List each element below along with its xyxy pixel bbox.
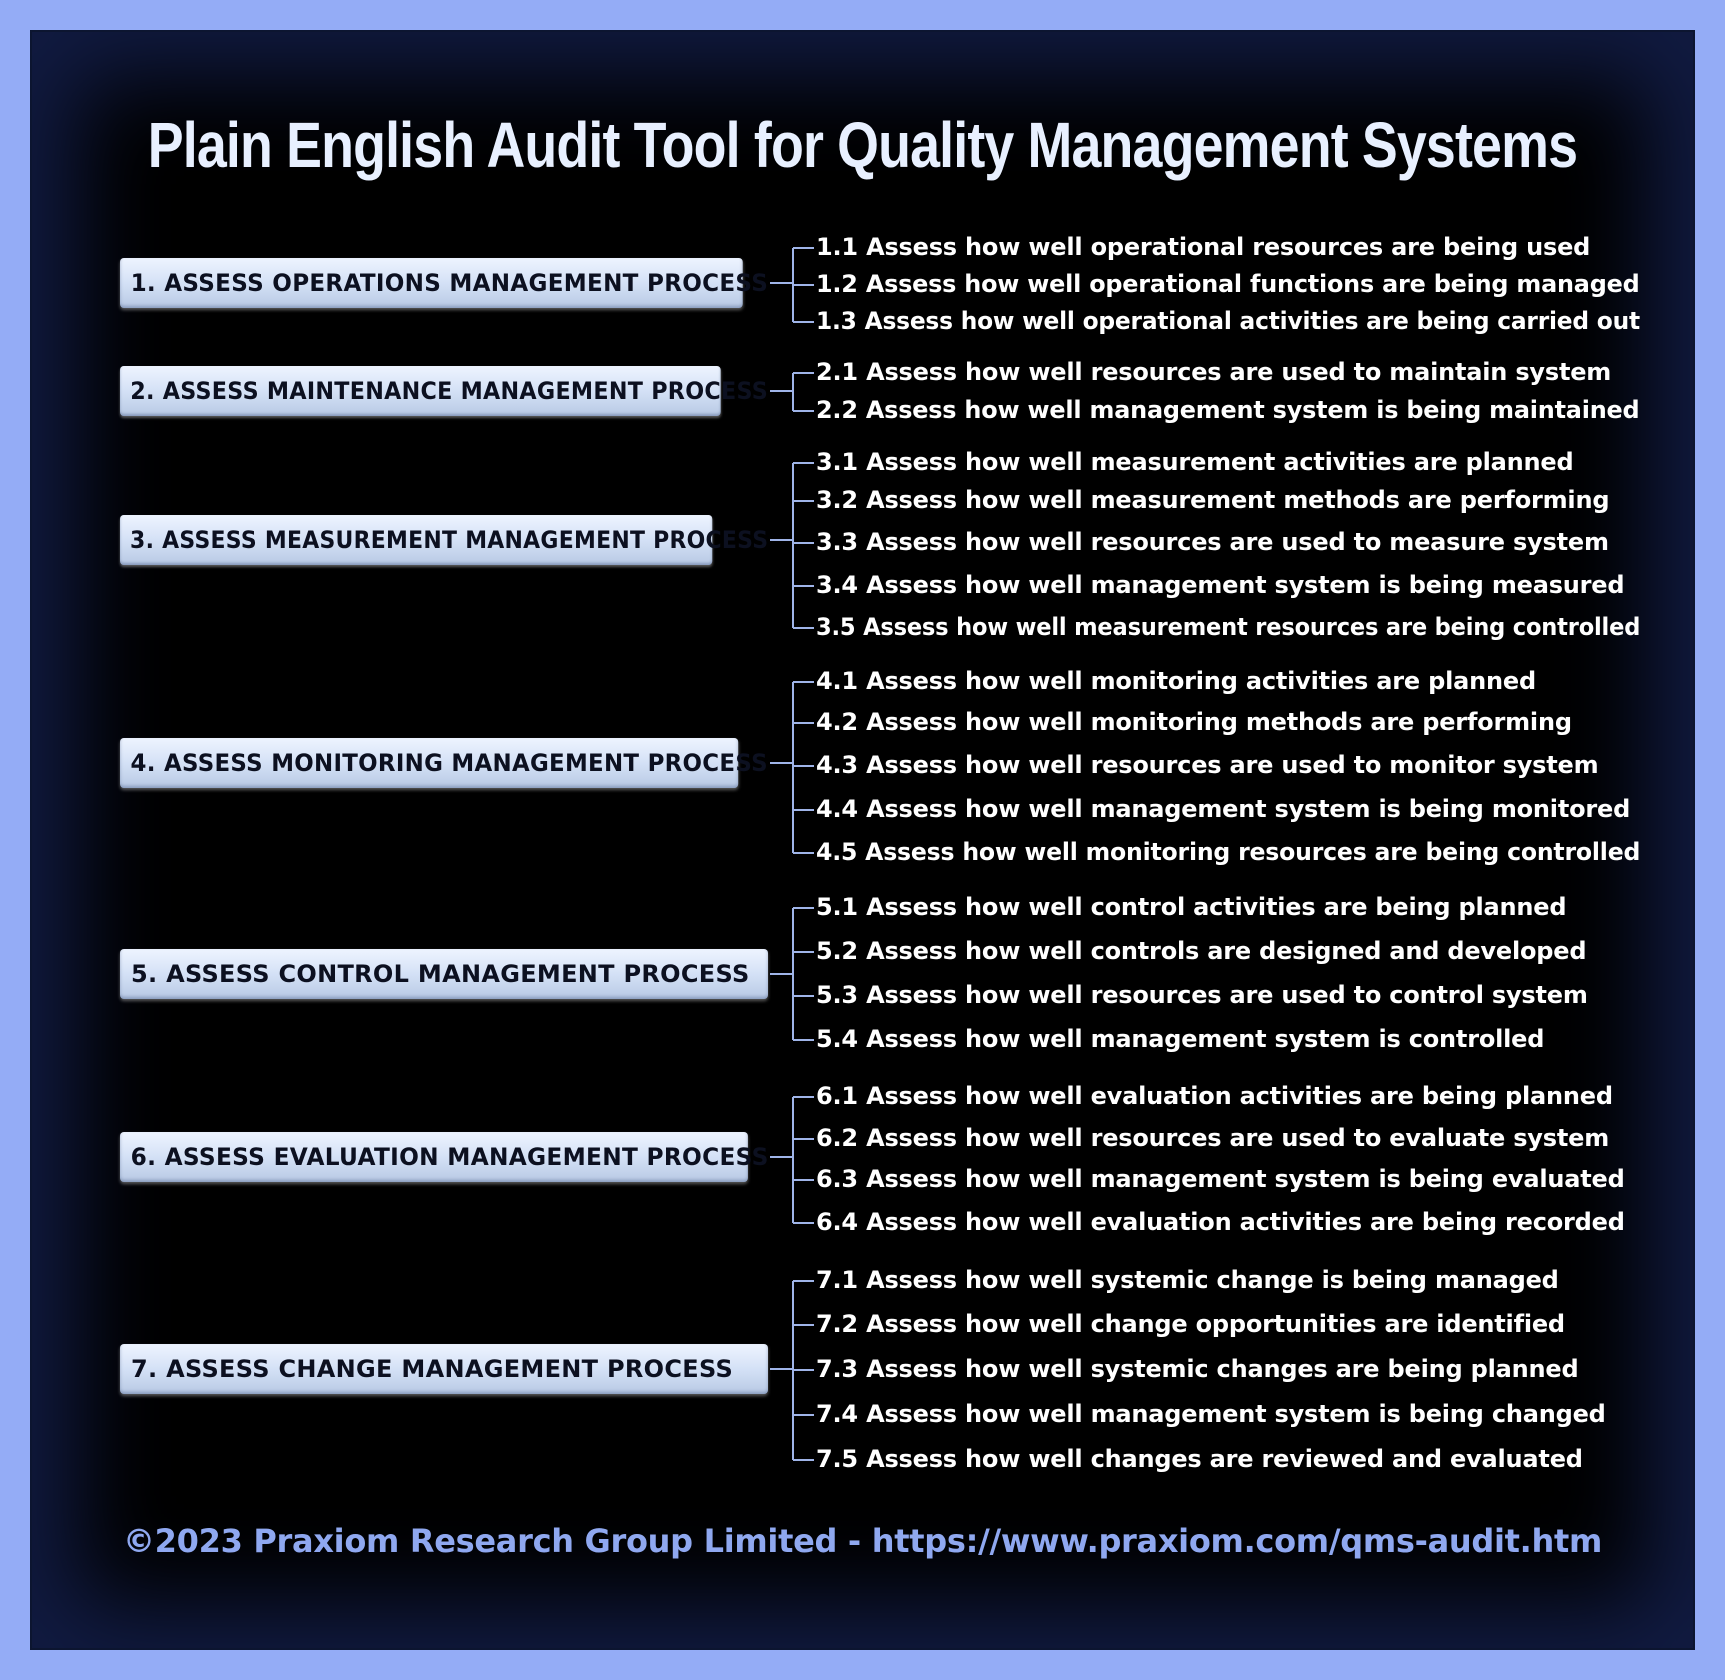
sub-item-5-4: 5.4 Assess how well management system is… (816, 1025, 1545, 1053)
sub-item-1-1: 1.1 Assess how well operational resource… (816, 233, 1591, 261)
sub-item-5-1: 5.1 Assess how well control activities a… (816, 893, 1567, 921)
sub-item-1-2: 1.2 Assess how well operational function… (816, 270, 1640, 298)
sub-item-7-5: 7.5 Assess how well changes are reviewed… (816, 1445, 1583, 1473)
process-box-7: 7. ASSESS CHANGE MANAGEMENT PROCESS (120, 1344, 768, 1394)
sub-item-2-2: 2.2 Assess how well management system is… (816, 396, 1640, 424)
sub-item-4-4: 4.4 Assess how well management system is… (816, 795, 1631, 823)
sub-item-5-3: 5.3 Assess how well resources are used t… (816, 981, 1588, 1009)
process-box-3: 3. ASSESS MEASUREMENT MANAGEMENT PROCESS (120, 515, 768, 565)
sub-item-6-4: 6.4 Assess how well evaluation activitie… (816, 1208, 1625, 1236)
sub-item-4-3: 4.3 Assess how well resources are used t… (816, 751, 1599, 779)
sub-item-3-3: 3.3 Assess how well resources are used t… (816, 528, 1609, 556)
sub-item-5-2: 5.2 Assess how well controls are designe… (816, 937, 1587, 965)
sub-item-7-2: 7.2 Assess how well change opportunities… (816, 1310, 1565, 1338)
sub-item-4-1: 4.1 Assess how well monitoring activitie… (816, 667, 1536, 695)
sub-item-6-2: 6.2 Assess how well resources are used t… (816, 1124, 1609, 1152)
process-box-4: 4. ASSESS MONITORING MANAGEMENT PROCESS (120, 738, 768, 788)
page-title: Plain English Audit Tool for Quality Man… (147, 109, 1578, 181)
copyright-footer: ©2023 Praxiom Research Group Limited - h… (122, 1522, 1603, 1560)
sub-item-3-2: 3.2 Assess how well measurement methods … (816, 486, 1610, 514)
process-box-6: 6. ASSESS EVALUATION MANAGEMENT PROCESS (120, 1132, 768, 1182)
process-box-1: 1. ASSESS OPERATIONS MANAGEMENT PROCESS (120, 258, 768, 308)
sub-item-6-3: 6.3 Assess how well management system is… (816, 1165, 1625, 1193)
sub-item-3-5: 3.5 Assess how well measurement resource… (816, 613, 1641, 641)
sub-item-7-4: 7.4 Assess how well management system is… (816, 1400, 1606, 1428)
sub-item-3-1: 3.1 Assess how well measurement activiti… (816, 448, 1574, 476)
process-box-2: 2. ASSESS MAINTENANCE MANAGEMENT PROCESS (120, 366, 768, 416)
sub-item-1-3: 1.3 Assess how well operational activiti… (816, 307, 1640, 335)
sub-item-7-3: 7.3 Assess how well systemic changes are… (816, 1355, 1579, 1383)
sub-item-2-1: 2.1 Assess how well resources are used t… (816, 358, 1612, 386)
sub-item-3-4: 3.4 Assess how well management system is… (816, 571, 1625, 599)
process-box-5: 5. ASSESS CONTROL MANAGEMENT PROCESS (120, 949, 768, 999)
sub-item-7-1: 7.1 Assess how well systemic change is b… (816, 1266, 1559, 1294)
sub-item-6-1: 6.1 Assess how well evaluation activitie… (816, 1082, 1613, 1110)
sub-item-4-2: 4.2 Assess how well monitoring methods a… (816, 708, 1572, 736)
sub-item-4-5: 4.5 Assess how well monitoring resources… (816, 838, 1641, 866)
